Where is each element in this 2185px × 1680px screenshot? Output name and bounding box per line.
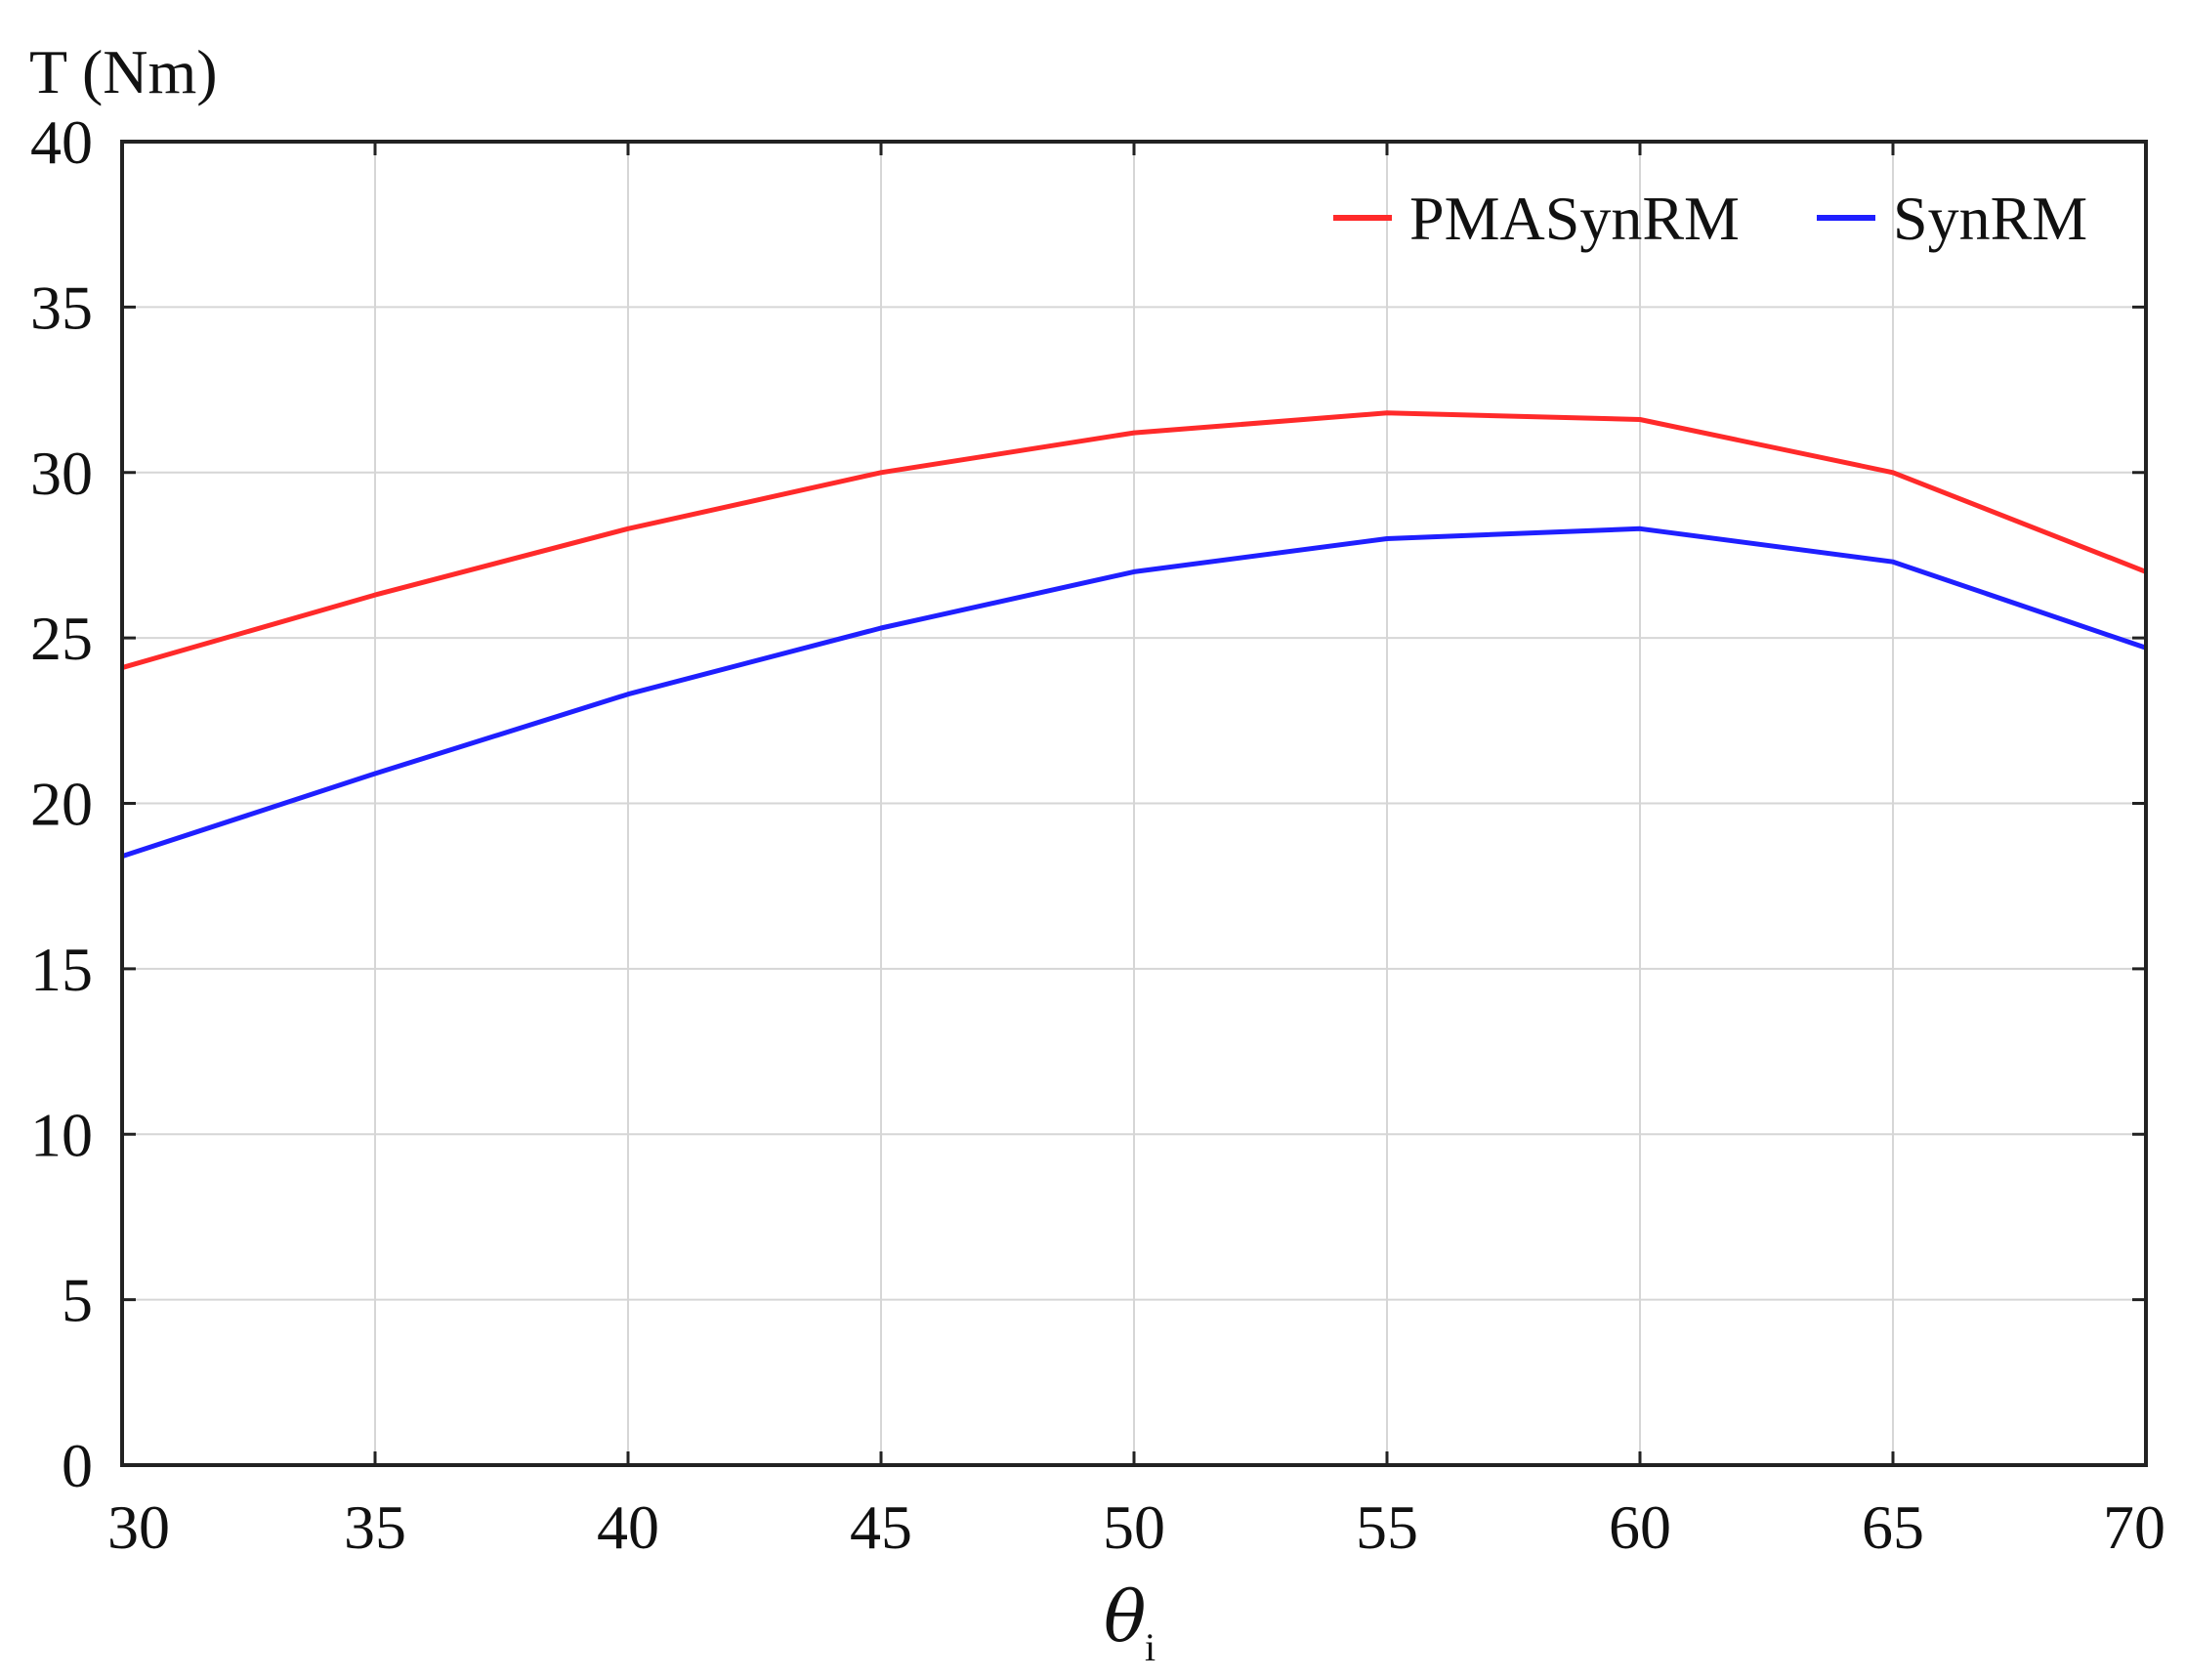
x-tick-label: 60 [1609,1492,1671,1562]
y-tick-label: 20 [30,770,93,839]
series-line-synrm [121,525,2147,860]
y-tick-labels: 0 5 10 15 20 25 30 35 40 [30,107,93,1500]
x-tick-label: 30 [107,1492,170,1562]
x-tick-label: 70 [2103,1492,2165,1562]
x-axis-title-symbol: θ [1104,1575,1146,1658]
axis-ticks [120,140,2148,1467]
y-tick-label: 0 [62,1431,93,1500]
y-tick-label: 25 [30,604,93,673]
x-axis-title-subscript: i [1145,1625,1156,1669]
x-tick-label: 35 [344,1492,406,1562]
legend: PMASynRM SynRM [1333,184,2087,253]
x-tick-label: 45 [850,1492,912,1562]
x-tick-label: 55 [1356,1492,1418,1562]
series-lines [121,410,2147,860]
x-tick-label: 65 [1862,1492,1924,1562]
y-axis-title: T (Nm) [29,37,218,106]
grid-lines [121,141,2147,1466]
y-tick-label: 30 [30,439,93,508]
legend-label-synrm: SynRM [1893,184,2087,253]
x-tick-labels: 30 35 40 45 50 55 60 65 70 [107,1492,2165,1562]
legend-label-pmasynrm: PMASynRM [1409,184,1740,253]
x-axis-title: θ i [1104,1575,1156,1669]
y-tick-label: 35 [30,273,93,342]
x-tick-label: 50 [1103,1492,1165,1562]
y-tick-label: 15 [30,935,93,1004]
y-tick-label: 5 [62,1266,93,1335]
y-tick-label: 40 [30,107,93,177]
series-line-pmasynrm [121,410,2147,671]
x-tick-label: 40 [597,1492,659,1562]
y-tick-label: 10 [30,1100,93,1169]
